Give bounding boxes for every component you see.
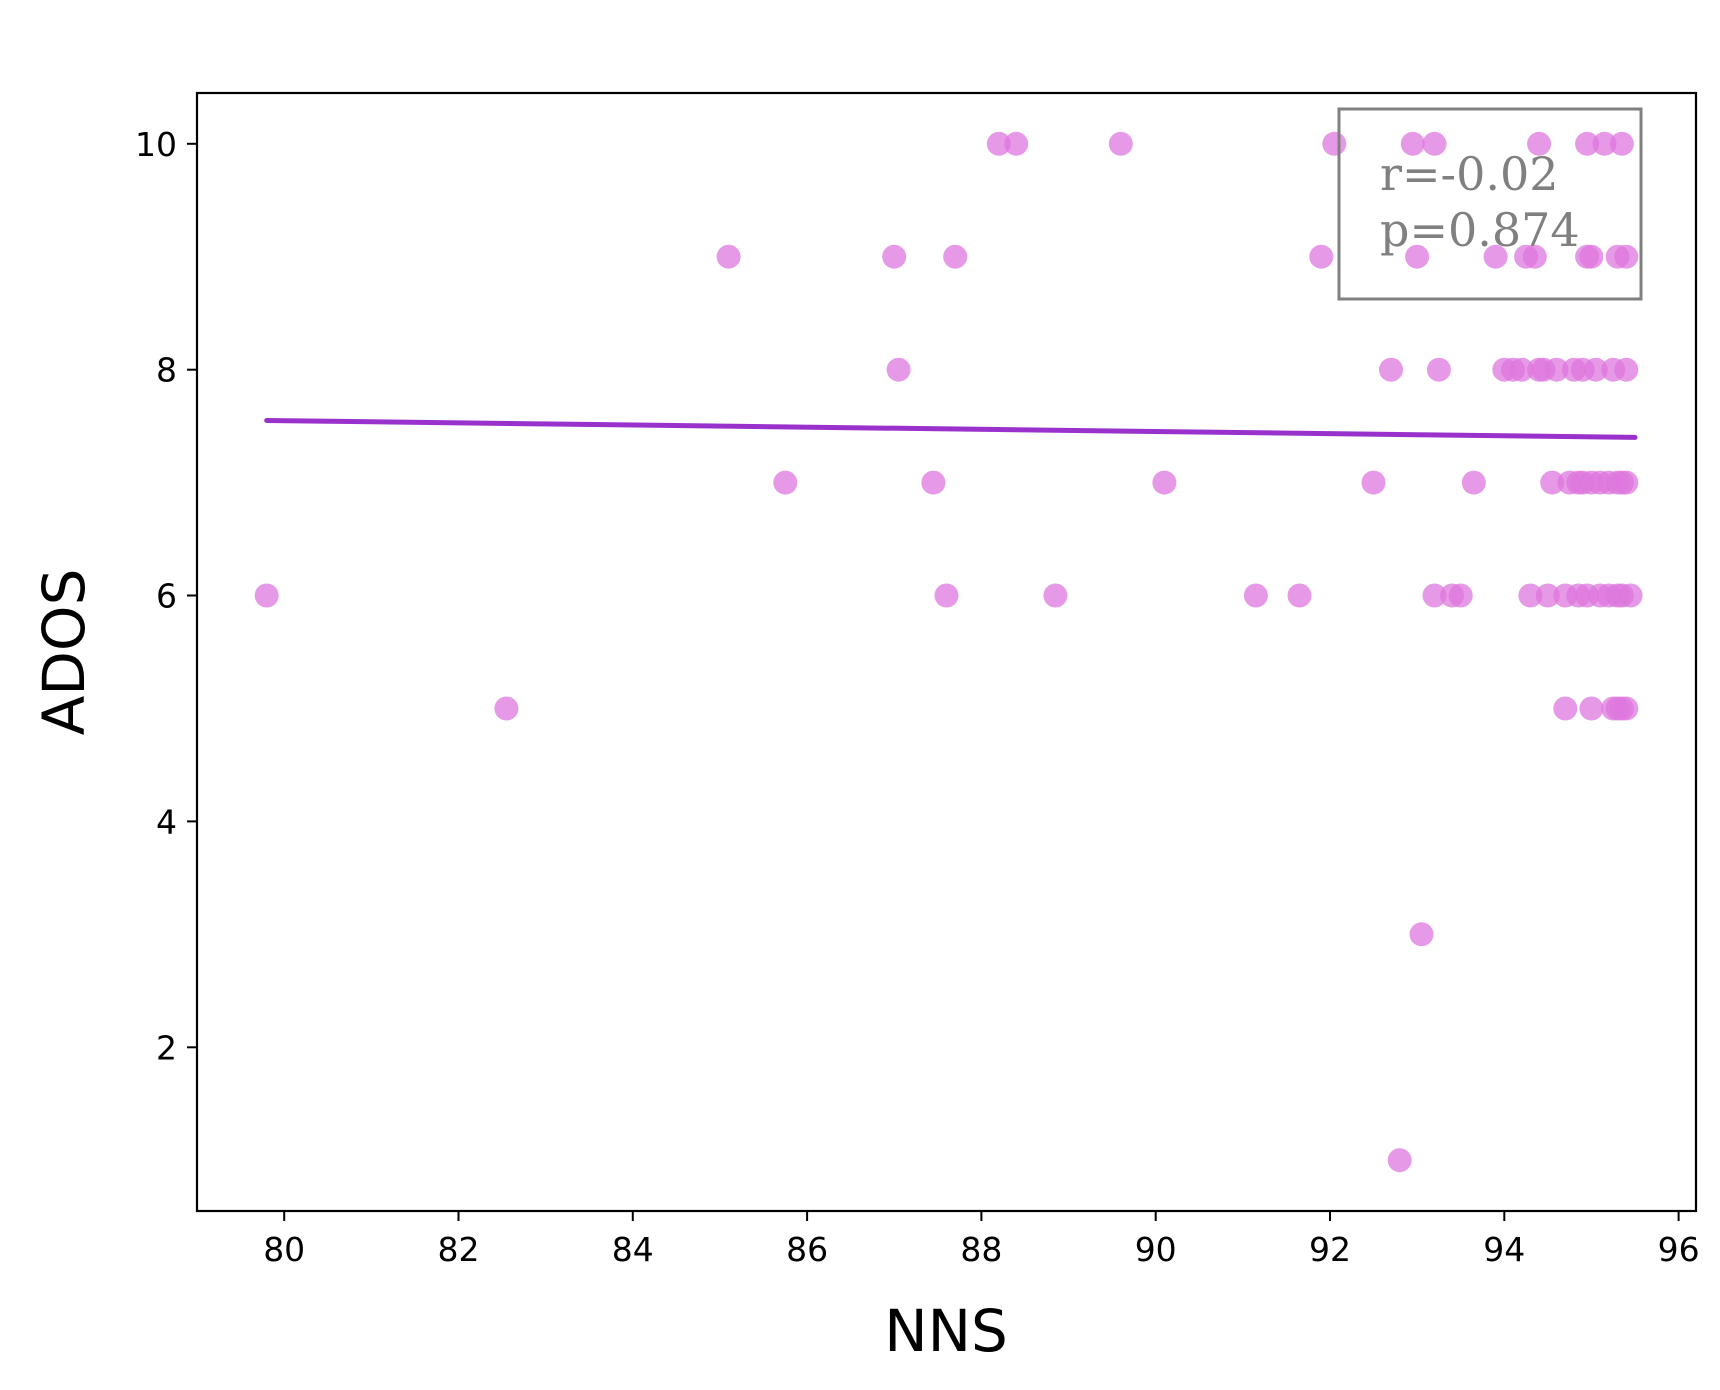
scatter-point xyxy=(1043,583,1068,608)
y-axis-label: ADOS xyxy=(30,569,98,736)
scatter-point xyxy=(886,357,911,382)
scatter-point xyxy=(1243,583,1268,608)
scatter-point xyxy=(1540,470,1565,495)
scatter-point xyxy=(1614,696,1639,721)
scatter-point xyxy=(1527,131,1552,156)
scatter-point xyxy=(934,583,959,608)
scatter-point xyxy=(1387,1148,1412,1173)
scatter-point xyxy=(1583,357,1608,382)
scatter-point xyxy=(1422,583,1447,608)
y-axis-ticks: 2 4 6 8 10 xyxy=(135,125,197,1067)
y-tick-label: 2 xyxy=(156,1028,177,1067)
scatter-point xyxy=(1575,131,1600,156)
y-tick-label: 10 xyxy=(135,125,177,164)
scatter-point xyxy=(1509,357,1534,382)
scatter-point xyxy=(1287,583,1312,608)
x-tick-label: 96 xyxy=(1658,1230,1700,1269)
x-axis-label: NNS xyxy=(884,1297,1008,1365)
scatter-point xyxy=(773,470,798,495)
y-tick-label: 4 xyxy=(156,802,177,841)
scatter-point xyxy=(1614,470,1639,495)
scatter-point xyxy=(1544,357,1569,382)
scatter-point xyxy=(1553,696,1578,721)
x-tick-label: 80 xyxy=(263,1230,305,1269)
stats-annotation-box: r=-0.02 p=0.874 xyxy=(1337,107,1643,301)
scatter-point xyxy=(1461,470,1486,495)
scatter-point xyxy=(1579,696,1604,721)
scatter-point xyxy=(1322,131,1347,156)
trend-layer xyxy=(264,418,1638,440)
scatter-point xyxy=(254,583,279,608)
scatter-point xyxy=(1400,131,1425,156)
scatter-point xyxy=(1409,922,1434,947)
x-tick-label: 92 xyxy=(1309,1230,1351,1269)
x-tick-label: 90 xyxy=(1135,1230,1177,1269)
x-tick-label: 94 xyxy=(1483,1230,1525,1269)
regression-line xyxy=(264,418,1638,440)
scatter-point xyxy=(1448,583,1473,608)
scatter-point xyxy=(1361,470,1386,495)
scatter-point xyxy=(1108,131,1133,156)
scatter-point xyxy=(1618,583,1643,608)
scatter-point xyxy=(882,244,907,269)
x-tick-label: 86 xyxy=(786,1230,828,1269)
points-layer xyxy=(254,131,1643,1173)
scatter-point xyxy=(1152,470,1177,495)
scatter-point xyxy=(921,470,946,495)
scatter-point xyxy=(716,244,741,269)
correlation-text: r=-0.02 xyxy=(1380,147,1559,201)
stats-box-frame xyxy=(1337,107,1643,301)
x-tick-label: 84 xyxy=(612,1230,654,1269)
x-axis-ticks: 80 82 84 86 88 90 92 94 96 xyxy=(263,1211,1700,1269)
p-value-text: p=0.874 xyxy=(1380,203,1580,257)
x-tick-label: 82 xyxy=(438,1230,480,1269)
scatter-point xyxy=(1422,131,1447,156)
scatter-point xyxy=(1379,357,1403,382)
y-tick-label: 6 xyxy=(156,577,177,616)
x-tick-label: 88 xyxy=(960,1230,1002,1269)
scatter-point xyxy=(1592,131,1617,156)
scatter-point xyxy=(1614,357,1639,382)
scatter-point xyxy=(1609,131,1634,156)
scatter-point xyxy=(1579,244,1604,269)
scatter-point xyxy=(1522,244,1547,269)
scatter-point xyxy=(943,244,968,269)
scatter-point xyxy=(1309,244,1334,269)
scatter-point xyxy=(1535,583,1560,608)
scatter-point xyxy=(1614,244,1639,269)
scatter-point xyxy=(986,131,1011,156)
scatter-point xyxy=(1483,244,1508,269)
y-tick-label: 8 xyxy=(156,351,177,390)
scatter-point xyxy=(1518,583,1543,608)
scatter-point xyxy=(494,696,519,721)
plot-frame xyxy=(195,91,1698,1213)
scatter-point xyxy=(1405,244,1430,269)
scatter-point xyxy=(1004,131,1029,156)
scatter-point xyxy=(1426,357,1451,382)
